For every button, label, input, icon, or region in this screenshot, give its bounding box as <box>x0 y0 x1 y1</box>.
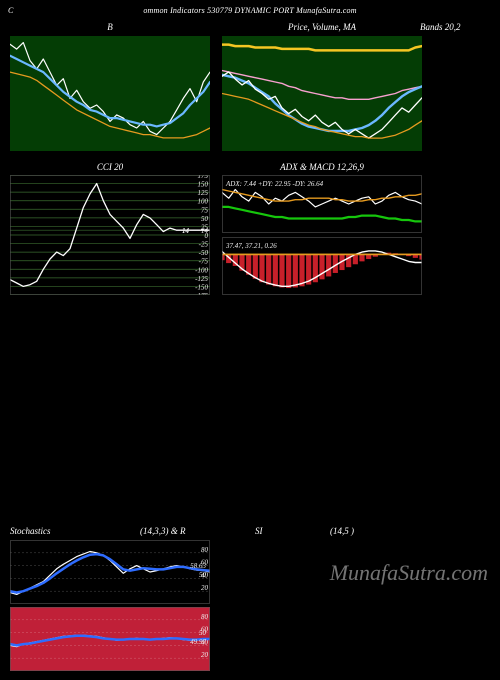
chart-adx: ADX: 7.44 +DY: 22.95 -DY: 26.64 <box>222 175 422 233</box>
label-price: Price, Volume, MA <box>222 22 422 32</box>
svg-text:-125: -125 <box>195 275 208 283</box>
chart-rsi: 806040205049.97 <box>10 607 210 671</box>
title-main: ommon Indicators 530779 DYNAMIC PORT Mun… <box>143 6 356 15</box>
page-title: C ommon Indicators 530779 DYNAMIC PORT M… <box>0 6 500 15</box>
chart-cci: 175150125100755025140-25-50-75-100-125-1… <box>10 175 210 295</box>
svg-text:-75: -75 <box>199 258 209 266</box>
svg-text:58.63: 58.63 <box>190 562 206 570</box>
chart-price <box>222 36 422 151</box>
svg-text:14: 14 <box>182 227 190 235</box>
svg-text:80: 80 <box>201 546 209 554</box>
svg-text:80: 80 <box>201 613 209 621</box>
svg-text:20: 20 <box>201 651 209 659</box>
svg-text:125: 125 <box>198 189 209 197</box>
svg-text:-25: -25 <box>199 241 209 249</box>
svg-text:100: 100 <box>198 198 209 206</box>
svg-text:20: 20 <box>201 584 209 592</box>
watermark: MunafaSutra.com <box>330 560 488 586</box>
label-stoch-right: (14,5 ) <box>330 526 490 536</box>
label-stoch: Stochastics <box>10 526 100 536</box>
svg-text:50: 50 <box>199 571 207 579</box>
title-prefix: C <box>8 6 14 15</box>
svg-text:ADX: 7.44 +DY: 22.95 -DY: 26: ADX: 7.44 +DY: 22.95 -DY: 26.64 <box>225 180 324 188</box>
label-stoch-si: SI <box>255 526 285 536</box>
label-b: B <box>10 22 210 32</box>
page-root: C ommon Indicators 530779 DYNAMIC PORT M… <box>0 0 500 680</box>
svg-text:37.47, 37.21, 0.26: 37.47, 37.21, 0.26 <box>225 242 277 250</box>
label-adx: ADX & MACD 12,26,9 <box>222 162 422 172</box>
svg-text:50: 50 <box>201 215 209 223</box>
svg-text:49.97: 49.97 <box>190 638 206 646</box>
svg-text:0: 0 <box>205 232 209 240</box>
svg-text:-100: -100 <box>195 266 208 274</box>
svg-text:75: 75 <box>201 206 209 214</box>
chart-macd: 37.47, 37.21, 0.26 <box>222 237 422 295</box>
chart-stochastics: 8060402058.6350 <box>10 540 210 604</box>
label-cci: CCI 20 <box>10 162 210 172</box>
label-stoch-mid: (14,3,3) & R <box>140 526 240 536</box>
label-bands: Bands 20,2 <box>420 22 500 32</box>
svg-text:150: 150 <box>198 181 209 189</box>
chart-b <box>10 36 210 151</box>
svg-text:-50: -50 <box>199 249 209 257</box>
svg-text:-150: -150 <box>195 283 208 291</box>
svg-text:50: 50 <box>199 629 207 637</box>
